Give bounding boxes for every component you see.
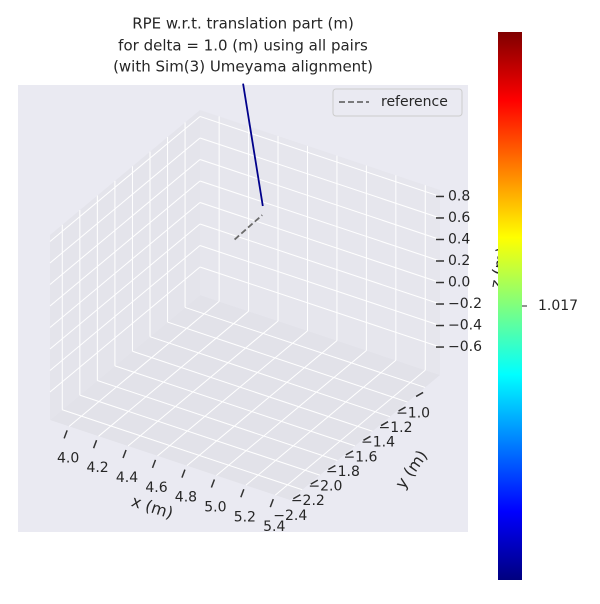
grid-line: [49, 223, 201, 350]
x-tick-label: 4.4: [116, 470, 138, 486]
grid-line: [98, 310, 249, 437]
grid-line: [49, 159, 201, 285]
tick-mark: [181, 469, 186, 478]
tick-mark: [240, 489, 245, 498]
z-tick-label: −0.6: [448, 339, 482, 355]
x-tick-label: 4.8: [175, 490, 197, 506]
grid-line: [199, 266, 441, 348]
tick-mark: [292, 494, 301, 500]
legend-box: [332, 88, 463, 117]
z-tick-label: −0.4: [448, 318, 482, 334]
grid-line: [184, 306, 426, 388]
grid-line: [49, 266, 201, 393]
grid-line: [79, 394, 320, 476]
grid-line: [149, 336, 391, 418]
x-tick-label: 5.0: [204, 499, 226, 515]
y-tick-label: −1.6: [343, 449, 377, 465]
tick-mark: [345, 450, 354, 456]
y-tick-label: −1.4: [361, 435, 395, 451]
grid-line: [49, 137, 201, 264]
z-tick-label: 0.2: [448, 253, 470, 269]
grid-line: [132, 350, 373, 432]
y-tick-label: −1.2: [379, 420, 413, 436]
y-tick-label: −1.8: [326, 464, 360, 480]
tick-mark: [398, 406, 406, 412]
grid-line: [49, 180, 201, 307]
colorbar-tick-label: 1.017: [538, 298, 578, 314]
colorbar: [498, 32, 522, 580]
chart-title: RPE w.r.t. translation part (m): [132, 15, 354, 33]
x-tick-label: 4.0: [57, 450, 79, 466]
x-tick-label: 5.4: [263, 519, 285, 535]
chart-title: for delta = 1.0 (m) using all pairs: [118, 37, 368, 55]
pane: [50, 295, 440, 500]
z-tick-label: 0.8: [448, 188, 470, 204]
grid-line: [49, 245, 201, 371]
y-tick-label: −2.4: [273, 508, 307, 524]
grid-line: [97, 380, 338, 462]
tick-mark: [63, 430, 68, 439]
z-tick-label: 0.6: [448, 210, 470, 226]
grid-line: [199, 137, 441, 219]
y-tick-label: −1.0: [396, 405, 430, 421]
tick-mark: [92, 439, 98, 449]
y-tick-label: −2.2: [291, 493, 325, 509]
grid-line: [68, 300, 220, 427]
grid-line: [199, 180, 441, 262]
x-tick-label: 4.6: [145, 480, 167, 496]
grid-line: [199, 245, 441, 326]
grid-line: [274, 369, 426, 496]
grid-line: [245, 359, 397, 486]
grid-line: [49, 202, 201, 328]
z-tick-label: 0.4: [448, 231, 470, 247]
grid-line: [199, 202, 441, 283]
tick-mark: [363, 435, 371, 441]
grid-line: [127, 320, 279, 447]
z-tick-label: 0.0: [448, 275, 470, 291]
grid-line: [199, 223, 441, 305]
legend-label: reference: [381, 94, 448, 110]
grid-line: [49, 116, 201, 242]
grid-line: [199, 115, 441, 197]
grid-line: [62, 409, 303, 491]
tick-mark: [380, 421, 389, 427]
tick-mark: [151, 459, 157, 469]
x-tick-label: 5.2: [234, 509, 256, 525]
tick-mark: [327, 464, 336, 471]
tick-mark: [269, 498, 274, 508]
grid-line: [216, 350, 367, 476]
grid-line: [186, 340, 338, 467]
grid-line: [157, 330, 308, 457]
z-tick-label: −0.2: [448, 296, 482, 312]
grid-line: [114, 365, 356, 447]
data-line: [242, 83, 264, 207]
grid-line: [167, 321, 408, 403]
chart-title: (with Sim(3) Umeyama alignment): [113, 58, 373, 76]
y-tick-label: −2.0: [308, 479, 342, 495]
data-line: [233, 214, 263, 241]
tick-mark: [310, 479, 319, 485]
x-tick-label: 4.2: [86, 460, 108, 476]
tick-mark: [210, 479, 216, 488]
tick-mark: [415, 391, 424, 398]
grid-line: [199, 159, 441, 240]
tick-mark: [122, 449, 127, 459]
